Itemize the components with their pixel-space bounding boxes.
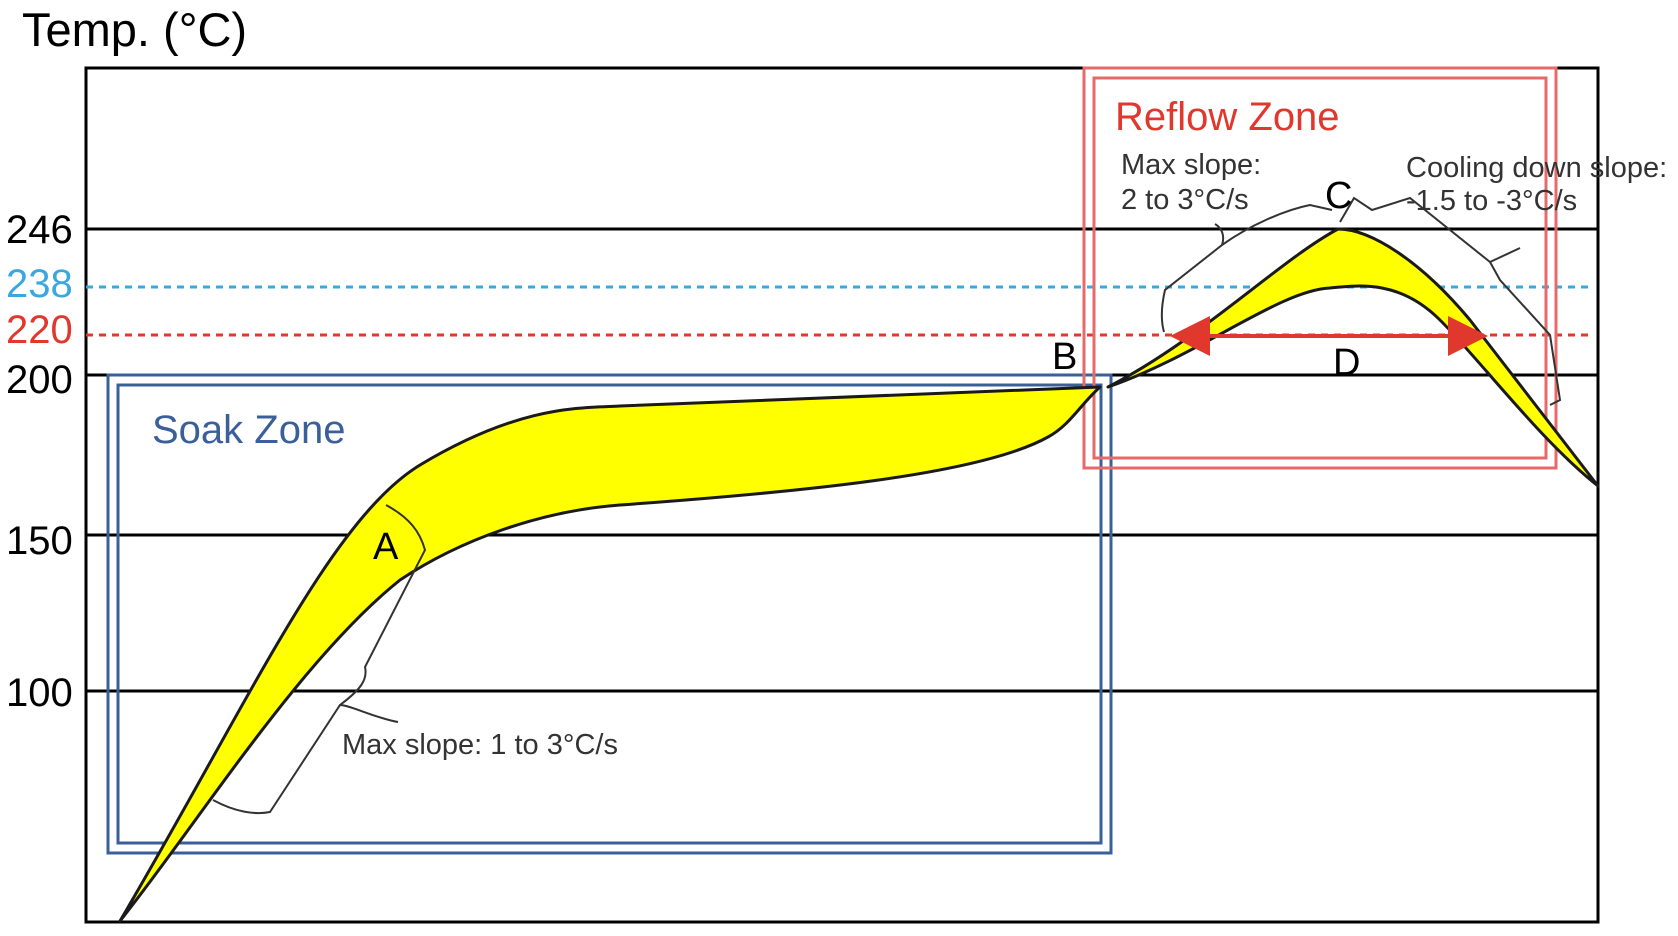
y-tick-label: 220 [6, 308, 73, 352]
reflow-slope-brace [1160, 203, 1333, 333]
cooling-slope-brace [1339, 196, 1562, 406]
point-label-b: B [1052, 336, 1077, 378]
y-tick-labels: 246 238 220 200 150 100 [6, 208, 73, 715]
y-tick-label: 246 [6, 208, 73, 252]
reflow-max-slope-note-line1: Max slope: [1121, 149, 1261, 181]
cooling-slope-note-line1: Cooling down slope: [1406, 152, 1667, 184]
axis-title: Temp. (°C) [22, 3, 247, 56]
soak-zone-label: Soak Zone [152, 408, 345, 452]
soak-zone-inner-border [116, 383, 1103, 845]
point-label-a: A [373, 526, 399, 568]
reflow-max-slope-note-line2: 2 to 3°C/s [1121, 184, 1249, 216]
reflow-zone-box [1082, 66, 1558, 470]
soak-zone-outer-border [106, 373, 1113, 855]
y-tick-label: 100 [6, 671, 73, 715]
reflow-zone-outer-border [1082, 66, 1558, 470]
point-label-c: C [1325, 175, 1352, 217]
soak-slope-brace [212, 504, 427, 815]
point-label-d: D [1333, 342, 1360, 384]
y-tick-label: 238 [6, 262, 73, 306]
reflow-zone-inner-border [1092, 76, 1548, 460]
y-tick-label: 200 [6, 358, 73, 402]
soak-zone-box [106, 373, 1113, 855]
soak-max-slope-note: Max slope: 1 to 3°C/s [342, 729, 618, 761]
reflow-zone-label: Reflow Zone [1115, 95, 1340, 139]
temperature-profile-band-soak [118, 385, 1102, 923]
y-tick-label: 150 [6, 519, 73, 563]
cooling-slope-note-line2: -1.5 to -3°C/s [1406, 185, 1577, 217]
plot-frame [84, 66, 1600, 924]
temperature-profile-band-reflow [1106, 227, 1600, 488]
